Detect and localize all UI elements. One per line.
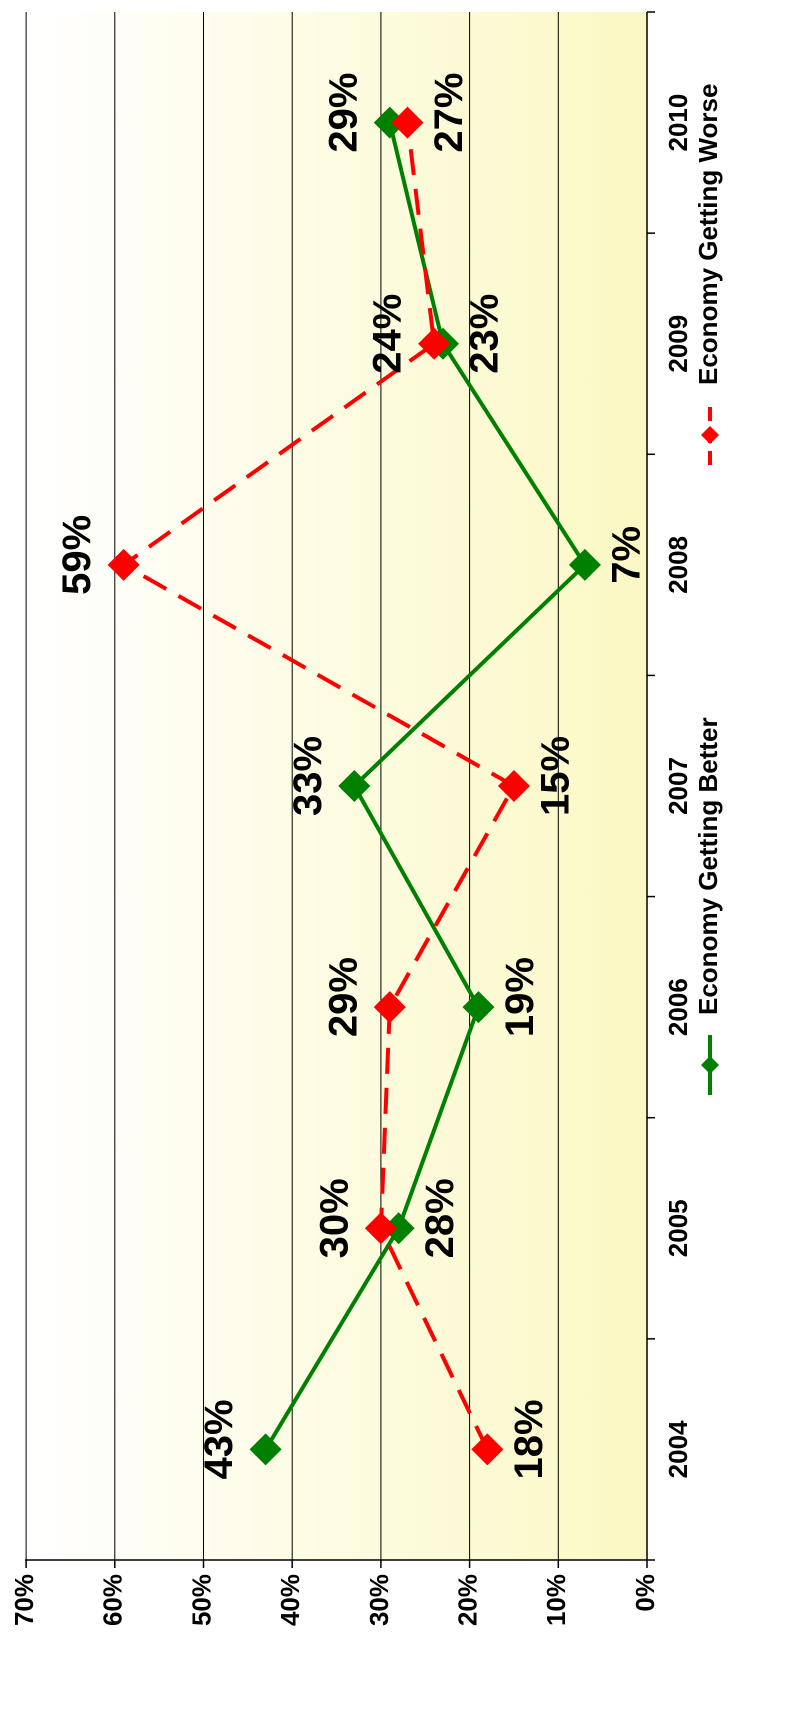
plot-background	[25, 12, 647, 1560]
value-tick-label: 30%	[364, 1574, 394, 1626]
data-label: 7%	[604, 526, 648, 584]
category-label: 2009	[663, 315, 693, 373]
value-tick-label: 10%	[541, 1574, 571, 1626]
data-point-marker	[373, 106, 406, 139]
data-point-marker	[373, 991, 406, 1024]
data-label: 43%	[197, 1399, 241, 1479]
value-tick-label: 0%	[630, 1574, 660, 1612]
category-label: 2005	[663, 1199, 693, 1257]
data-point-marker	[471, 1433, 504, 1466]
legend-swatch-marker	[701, 1056, 719, 1074]
value-tick-label: 60%	[98, 1574, 128, 1626]
category-label: 2007	[663, 757, 693, 815]
data-label: 30%	[312, 1178, 356, 1258]
data-point-marker	[364, 1212, 397, 1245]
data-label: 28%	[418, 1178, 462, 1258]
legend-swatch-marker	[701, 426, 719, 444]
data-point-marker	[249, 1433, 282, 1466]
axes: 0% 10% 20% 30% 40% 50% 60% 70% 2004 2005 2006 2007 2…	[9, 11, 693, 1626]
data-point-marker	[462, 991, 495, 1024]
data-label: 29%	[321, 73, 365, 153]
grid	[25, 12, 559, 1560]
value-tick-label: 20%	[452, 1574, 482, 1626]
data-label: 18%	[507, 1399, 551, 1479]
category-label: 2004	[663, 1420, 693, 1478]
data-labels: 43% 28% 19% 33% 7% 23% 29% 18% 30% 29% 15% 59% 24% 27…	[55, 73, 648, 1480]
data-label: 33%	[286, 736, 330, 816]
data-label: 29%	[321, 957, 365, 1037]
legend: Economy Getting Better Economy Getting Wo…	[693, 84, 723, 1095]
legend-entry: Economy Getting Better	[693, 717, 723, 1015]
data-label: 19%	[498, 957, 542, 1037]
value-tick-label: 70%	[9, 1574, 39, 1626]
data-point-marker	[382, 1212, 415, 1245]
data-label: 23%	[463, 294, 507, 374]
value-tick-label: 50%	[186, 1574, 216, 1626]
data-label: 24%	[366, 294, 410, 374]
category-label: 2008	[663, 536, 693, 594]
data-label: 59%	[55, 515, 99, 595]
series	[107, 106, 601, 1466]
data-label: 15%	[534, 736, 578, 816]
data-point-marker	[107, 548, 140, 581]
data-point-marker	[497, 770, 530, 802]
data-label: 27%	[427, 73, 471, 153]
category-label: 2006	[663, 978, 693, 1036]
data-point-marker	[568, 548, 601, 581]
category-label: 2010	[663, 94, 693, 152]
legend-entry: Economy Getting Worse	[693, 84, 723, 385]
data-point-marker	[418, 327, 451, 360]
value-tick-label: 40%	[275, 1574, 305, 1626]
data-point-marker	[338, 770, 371, 802]
data-point-marker	[391, 106, 424, 139]
